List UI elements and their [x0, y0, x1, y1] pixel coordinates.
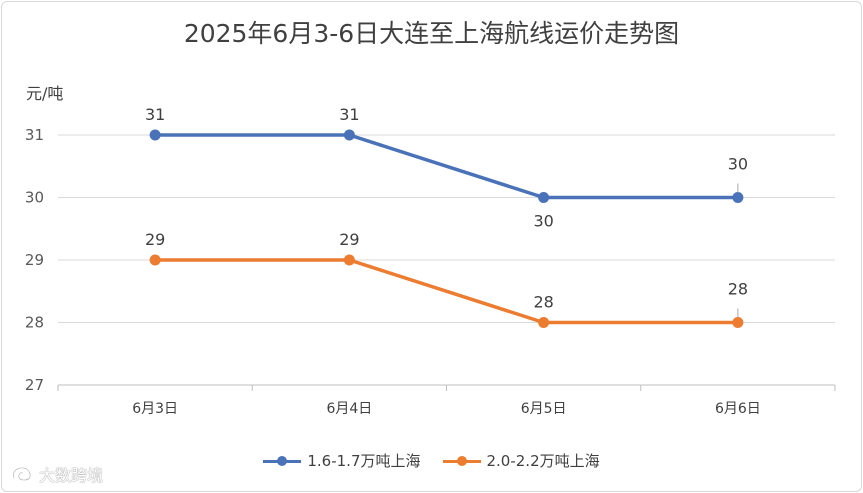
legend: 1.6-1.7万吨上海 2.0-2.2万吨上海	[0, 450, 863, 471]
y-tick-label: 30	[25, 189, 44, 207]
series-line-1	[155, 133, 738, 200]
data-label: 30	[533, 212, 553, 231]
watermark-text: 大数跨境	[39, 466, 104, 485]
watermark: 大数跨境	[10, 462, 103, 486]
data-label: 28	[728, 280, 748, 299]
chart-title: 2025年6月3-6日大连至上海航线运价走势图	[183, 19, 680, 48]
y-tick-label: 27	[25, 376, 44, 394]
legend-item-series-1: 1.6-1.7万吨上海	[263, 450, 421, 471]
data-label: 30	[728, 155, 748, 174]
data-point	[538, 317, 550, 328]
watermark-logo-icon	[12, 466, 32, 482]
legend-label-series-1: 1.6-1.7万吨上海	[307, 452, 421, 470]
series-line-2	[155, 258, 738, 325]
y-tick-label: 29	[25, 251, 44, 269]
data-label: 29	[339, 230, 359, 249]
data-point	[343, 254, 355, 266]
data-point	[732, 192, 744, 203]
data-point	[538, 192, 550, 203]
y-tick-label: 31	[25, 126, 44, 144]
legend-swatch-series-2	[442, 454, 481, 468]
y-axis-unit-label: 元/吨	[26, 84, 64, 103]
data-point	[149, 254, 161, 266]
x-tick-label: 6月3日	[132, 401, 178, 417]
data-label: 28	[533, 293, 553, 312]
data-label: 29	[145, 230, 165, 249]
x-tick-label: 6月4日	[326, 401, 372, 417]
data-point	[149, 129, 161, 141]
legend-item-series-2: 2.0-2.2万吨上海	[442, 450, 600, 471]
data-label: 31	[339, 105, 359, 124]
y-tick-label: 28	[25, 314, 44, 332]
legend-swatch-series-1	[263, 454, 302, 468]
x-tick-label: 6月6日	[715, 401, 761, 417]
data-point	[343, 129, 355, 141]
legend-label-series-2: 2.0-2.2万吨上海	[486, 452, 600, 470]
x-tick-label: 6月5日	[521, 401, 567, 417]
data-point	[732, 317, 744, 328]
data-label: 31	[145, 105, 165, 124]
